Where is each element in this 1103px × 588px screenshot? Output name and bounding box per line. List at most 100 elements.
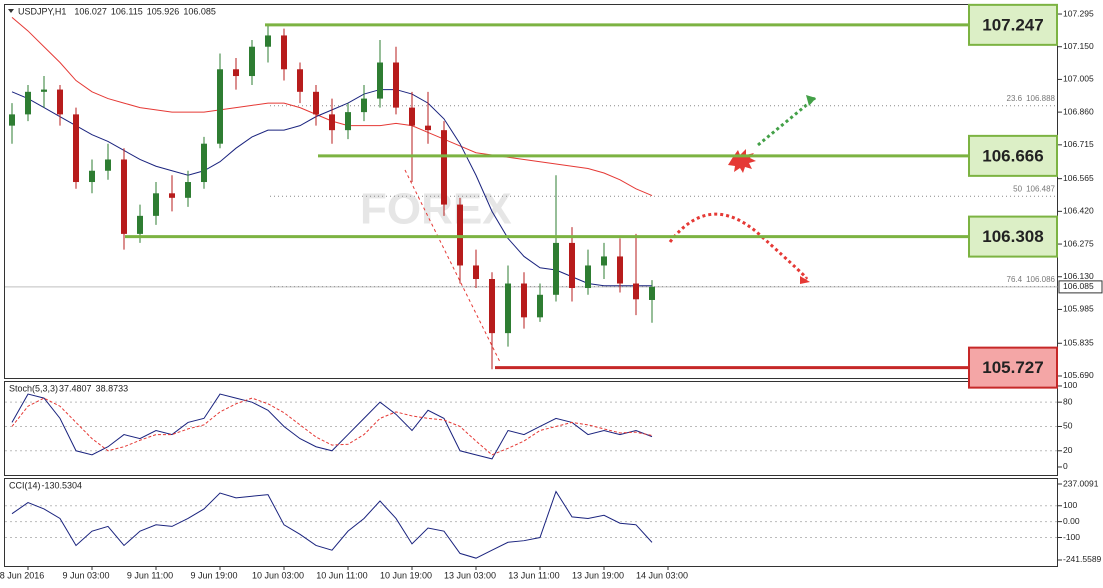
candle-body <box>265 35 271 47</box>
y-tick-label: -241.5589 <box>1063 554 1102 564</box>
candle-body <box>329 114 335 131</box>
fib-value: 106.888 <box>1026 94 1055 103</box>
y-tick-label: 107.295 <box>1063 8 1094 18</box>
y-tick-label: 100 <box>1063 500 1077 510</box>
current-price-label: 106.085 <box>1063 281 1094 291</box>
header-value: 106.027 <box>74 6 107 16</box>
candle-body <box>553 242 559 295</box>
indicator-line <box>11 393 653 460</box>
panel-title: USDJPY,H1 <box>18 6 66 16</box>
fib-ratio: 50 <box>1013 184 1022 193</box>
candle-body <box>121 159 127 234</box>
level-box <box>968 3 1058 46</box>
candle-body <box>185 182 191 198</box>
candle-body <box>89 170 95 183</box>
x-tick-label: 14 Jun 03:00 <box>636 570 688 580</box>
y-tick-label: 106.275 <box>1063 238 1094 248</box>
level-label: 107.247 <box>982 15 1043 34</box>
candle-body <box>105 159 111 171</box>
candle-body <box>489 278 495 334</box>
y-tick-label: 0.00 <box>1063 516 1080 526</box>
up-arrowhead <box>806 95 816 106</box>
y-tick-label: 107.005 <box>1063 74 1094 84</box>
candle-body <box>585 265 591 289</box>
x-tick-label: 9 Jun 11:00 <box>127 570 173 580</box>
y-tick-label: 106.565 <box>1063 173 1094 183</box>
candle-body <box>601 256 607 266</box>
candle-body <box>313 91 319 115</box>
candle-body <box>9 114 15 126</box>
level-box <box>968 346 1058 389</box>
main-panel <box>4 4 1058 379</box>
candle-body <box>41 89 47 92</box>
candle-body <box>633 283 639 300</box>
candle-body <box>249 46 255 77</box>
header-value: 37.4807 <box>59 383 92 393</box>
candle-body <box>441 130 447 205</box>
candle-body <box>153 193 159 216</box>
y-tick-label: 20 <box>1063 445 1073 455</box>
candle-body <box>25 91 31 115</box>
header-value: 106.085 <box>183 6 216 16</box>
menu-arrow <box>8 9 14 13</box>
candle-body <box>377 62 383 99</box>
level-box <box>968 215 1058 258</box>
candle-body <box>649 286 655 300</box>
level-label: 106.308 <box>982 227 1043 246</box>
stoch-panel <box>4 381 1058 476</box>
fib-ratio: 23.6 <box>1007 94 1023 103</box>
y-tick-label: -100 <box>1063 532 1080 542</box>
header-value: 105.926 <box>147 6 180 16</box>
x-tick-label: 10 Jun 11:00 <box>316 570 367 580</box>
fib-ratio: 76.4 <box>1007 275 1023 284</box>
y-tick-label: 106.130 <box>1063 271 1094 281</box>
x-tick-label: 13 Jun 11:00 <box>508 570 559 580</box>
fib-value: 106.487 <box>1026 184 1055 193</box>
candle-body <box>57 89 63 115</box>
y-tick-label: 237.0091 <box>1063 478 1099 488</box>
y-tick-label: 106.860 <box>1063 106 1094 116</box>
indicator-line <box>11 397 653 456</box>
x-tick-label: 10 Jun 19:00 <box>380 570 432 580</box>
candle-body <box>297 69 303 92</box>
y-tick-label: 106.715 <box>1063 139 1094 149</box>
x-tick-label: 13 Jun 03:00 <box>444 570 496 580</box>
y-tick-label: 50 <box>1063 421 1073 431</box>
y-tick-label: 100 <box>1063 380 1077 390</box>
candle-body <box>505 283 511 334</box>
level-box <box>968 134 1058 177</box>
candle-body <box>409 107 415 126</box>
panel-title: CCI(14) <box>9 480 41 490</box>
y-tick-label: 106.420 <box>1063 206 1094 216</box>
candle-body <box>217 69 223 144</box>
candle-body <box>473 265 479 279</box>
candle-body <box>201 143 207 183</box>
up-arrow <box>757 96 816 147</box>
candle-body <box>137 215 143 234</box>
candle-body <box>617 256 623 284</box>
candle-body <box>281 35 287 70</box>
y-tick-label: 105.690 <box>1063 370 1094 380</box>
down-arrow <box>668 212 808 280</box>
candle-body <box>425 125 431 131</box>
candle-body <box>169 193 175 198</box>
watermark: FOREX <box>360 185 512 234</box>
candle-body <box>73 114 79 183</box>
level-label: 106.666 <box>982 146 1043 165</box>
down-arrowhead <box>800 276 810 284</box>
y-tick-label: 105.835 <box>1063 338 1094 348</box>
x-tick-label: 10 Jun 03:00 <box>252 570 304 580</box>
fib-value: 106.086 <box>1026 275 1055 284</box>
x-tick-label: 8 Jun 2016 <box>0 570 44 580</box>
candle-body <box>345 112 351 131</box>
x-tick-label: 13 Jun 19:00 <box>572 570 624 580</box>
header-value: 38.8733 <box>96 383 129 393</box>
candle-body <box>569 242 575 289</box>
cci-panel <box>4 478 1058 567</box>
x-tick-label: 9 Jun 19:00 <box>190 570 237 580</box>
y-tick-label: 0 <box>1063 461 1068 471</box>
candle-body <box>521 283 527 318</box>
y-tick-label: 105.985 <box>1063 304 1094 314</box>
